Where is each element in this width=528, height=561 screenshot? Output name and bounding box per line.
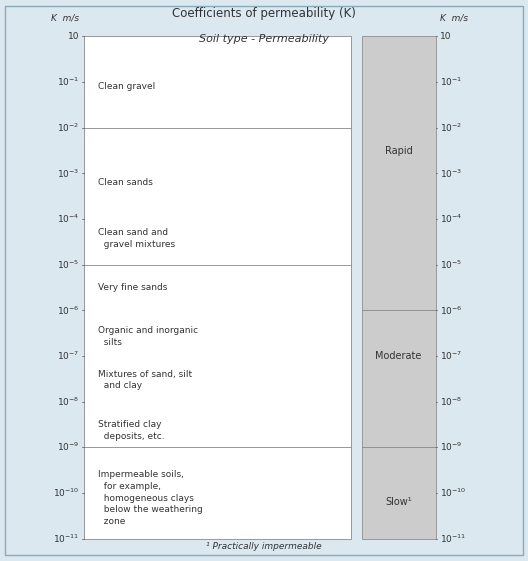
Text: 10: 10 bbox=[68, 32, 79, 41]
Text: $10^{-11}$: $10^{-11}$ bbox=[53, 532, 79, 545]
Text: $10^{-8}$: $10^{-8}$ bbox=[57, 396, 79, 408]
Text: $10^{-10}$: $10^{-10}$ bbox=[53, 487, 79, 499]
Text: Clean sands: Clean sands bbox=[98, 178, 153, 187]
Text: Mixtures of sand, silt
  and clay: Mixtures of sand, silt and clay bbox=[98, 370, 192, 390]
Text: 10: 10 bbox=[440, 32, 451, 41]
Bar bbox=[84, 36, 351, 539]
Text: Stratified clay
  deposits, etc.: Stratified clay deposits, etc. bbox=[98, 420, 164, 441]
Text: Coefficients of permeability (K): Coefficients of permeability (K) bbox=[172, 7, 356, 20]
Text: $10^{-6}$: $10^{-6}$ bbox=[440, 304, 463, 316]
Text: $10^{-2}$: $10^{-2}$ bbox=[57, 122, 79, 134]
Text: Rapid: Rapid bbox=[385, 145, 412, 155]
Text: $10^{-3}$: $10^{-3}$ bbox=[440, 167, 462, 180]
Text: Very fine sands: Very fine sands bbox=[98, 283, 167, 292]
Text: $10^{-7}$: $10^{-7}$ bbox=[57, 350, 79, 362]
Text: $10^{-6}$: $10^{-6}$ bbox=[56, 304, 79, 316]
Text: $10^{-1}$: $10^{-1}$ bbox=[440, 76, 462, 88]
Text: $10^{-1}$: $10^{-1}$ bbox=[57, 76, 79, 88]
Text: $10^{-5}$: $10^{-5}$ bbox=[440, 259, 462, 271]
Text: Clean gravel: Clean gravel bbox=[98, 82, 155, 91]
Text: Clean sand and
  gravel mixtures: Clean sand and gravel mixtures bbox=[98, 228, 175, 249]
Text: $10^{-2}$: $10^{-2}$ bbox=[440, 122, 462, 134]
Text: $10^{-9}$: $10^{-9}$ bbox=[440, 441, 463, 453]
Text: K  m/s: K m/s bbox=[51, 13, 79, 22]
Text: $10^{-9}$: $10^{-9}$ bbox=[56, 441, 79, 453]
Text: Impermeable soils,
  for example,
  homogeneous clays
  below the weathering
  z: Impermeable soils, for example, homogene… bbox=[98, 470, 202, 526]
Text: $10^{-3}$: $10^{-3}$ bbox=[57, 167, 79, 180]
Text: Moderate: Moderate bbox=[375, 351, 422, 361]
Text: Organic and inorganic
  silts: Organic and inorganic silts bbox=[98, 327, 198, 347]
Text: K  m/s: K m/s bbox=[440, 13, 468, 22]
Text: $10^{-4}$: $10^{-4}$ bbox=[440, 213, 463, 226]
Text: ¹ Practically impermeable: ¹ Practically impermeable bbox=[206, 542, 322, 551]
Bar bbox=[362, 36, 436, 539]
Text: $10^{-7}$: $10^{-7}$ bbox=[440, 350, 462, 362]
Text: $10^{-8}$: $10^{-8}$ bbox=[440, 396, 462, 408]
Text: $10^{-11}$: $10^{-11}$ bbox=[440, 532, 466, 545]
Text: $10^{-4}$: $10^{-4}$ bbox=[56, 213, 79, 226]
Text: $10^{-10}$: $10^{-10}$ bbox=[440, 487, 466, 499]
Text: Soil type - Permeability: Soil type - Permeability bbox=[199, 34, 329, 44]
Text: Slow¹: Slow¹ bbox=[385, 497, 412, 507]
Text: $10^{-5}$: $10^{-5}$ bbox=[57, 259, 79, 271]
